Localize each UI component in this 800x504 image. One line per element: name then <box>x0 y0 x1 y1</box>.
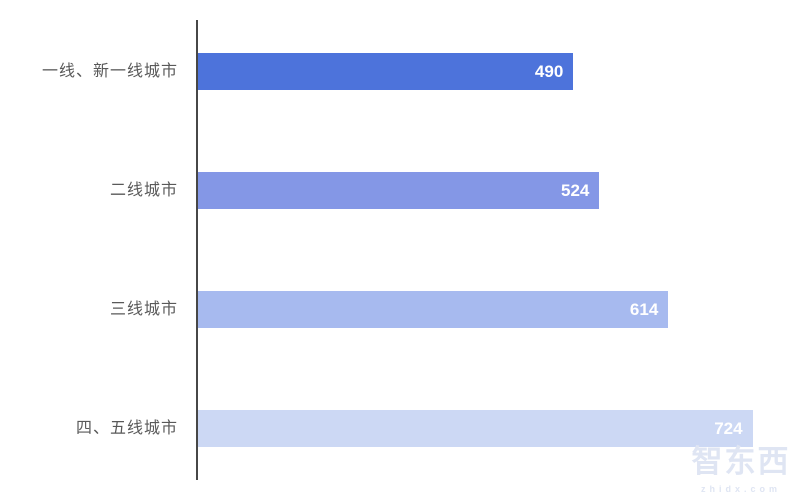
category-label: 三线城市 <box>109 301 178 318</box>
value-label: 614 <box>629 300 659 319</box>
bar-row: 四、五线城市 724 <box>0 410 800 447</box>
category-label: 一线、新一线城市 <box>41 63 178 80</box>
category-label: 二线城市 <box>109 182 178 199</box>
bar: 614 <box>198 291 669 328</box>
bar: 724 <box>198 410 753 447</box>
bar-row: 三线城市 614 <box>0 291 800 328</box>
watermark-logo-text: 智东西 <box>691 444 791 479</box>
bar: 524 <box>198 172 600 209</box>
bar: 490 <box>198 53 574 90</box>
value-label: 490 <box>534 62 564 81</box>
watermark: 智东西 zhidx.com <box>686 441 796 495</box>
y-axis-line <box>196 20 198 480</box>
watermark-url-text: zhidx.com <box>700 484 781 494</box>
value-label: 524 <box>561 181 590 200</box>
value-label: 724 <box>714 419 743 438</box>
bar-row: 一线、新一线城市 490 <box>0 53 800 90</box>
bar-row: 二线城市 524 <box>0 172 800 209</box>
category-label: 四、五线城市 <box>75 420 178 437</box>
